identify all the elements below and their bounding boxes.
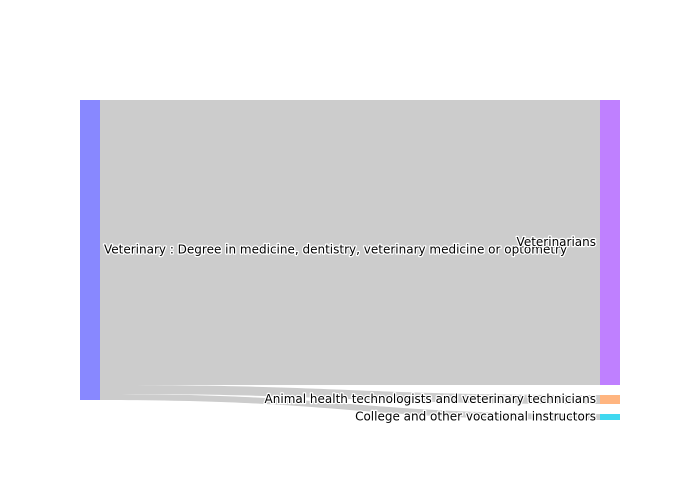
sankey-links [100,100,600,420]
veterinarians-node[interactable] [600,100,620,385]
veterinarians-label: Veterinarians [517,235,596,249]
sankey-labels: Veterinary : Degree in medicine, dentist… [103,234,598,425]
instructors-label: College and other vocational instructors [355,410,596,424]
sankey-nodes [80,100,620,420]
sankey-link-tech[interactable] [100,385,600,404]
source-node-label: Veterinary : Degree in medicine, dentist… [104,243,567,257]
instructors-node[interactable] [600,414,620,420]
sankey-link-vet[interactable] [100,100,600,385]
technicians-label: Animal health technologists and veterina… [265,392,596,406]
sankey-link-instr[interactable] [100,394,600,420]
source-node[interactable] [80,100,100,400]
technicians-node[interactable] [600,395,620,404]
